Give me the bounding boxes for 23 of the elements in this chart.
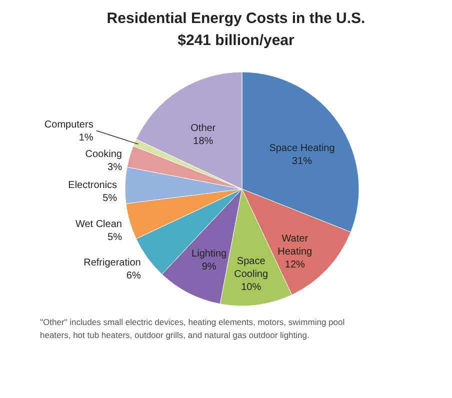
data-label: 18% (193, 136, 214, 147)
data-label: 5% (102, 193, 118, 204)
chart-title: Residential Energy Costs in the U.S. (106, 10, 366, 27)
slice-label: Wet Clean (75, 218, 122, 230)
data-label: 10% (241, 282, 262, 293)
data-label: 5% (108, 232, 122, 243)
text: "Other" includes small electric devices, heating elements, motors, swimming pool heaters, hot tub heaters, outdoor grills, and natural gas outdoor lighting. (40, 317, 345, 340)
data-label: 3% (108, 162, 122, 174)
slice-label: Space Heating (269, 143, 335, 154)
slice-label: Space Cooling (234, 256, 268, 280)
data-label: 31% (292, 156, 312, 168)
slice-label: Water Heating (278, 234, 312, 258)
slice-label: Lighting (192, 248, 227, 260)
slice-label: Refrigeration (84, 257, 141, 268)
data-label: 6% (126, 270, 141, 282)
chart-subtitle: $241 billion/year (178, 32, 295, 49)
data-label: 12% (284, 260, 305, 271)
slice-label: Cooking (85, 149, 122, 160)
slice-label: Electronics (68, 180, 118, 192)
slice-label: Computers (44, 120, 94, 131)
data-label: 9% (202, 262, 216, 273)
slice-label: Other (190, 122, 216, 134)
data-label: 1% (78, 132, 94, 144)
